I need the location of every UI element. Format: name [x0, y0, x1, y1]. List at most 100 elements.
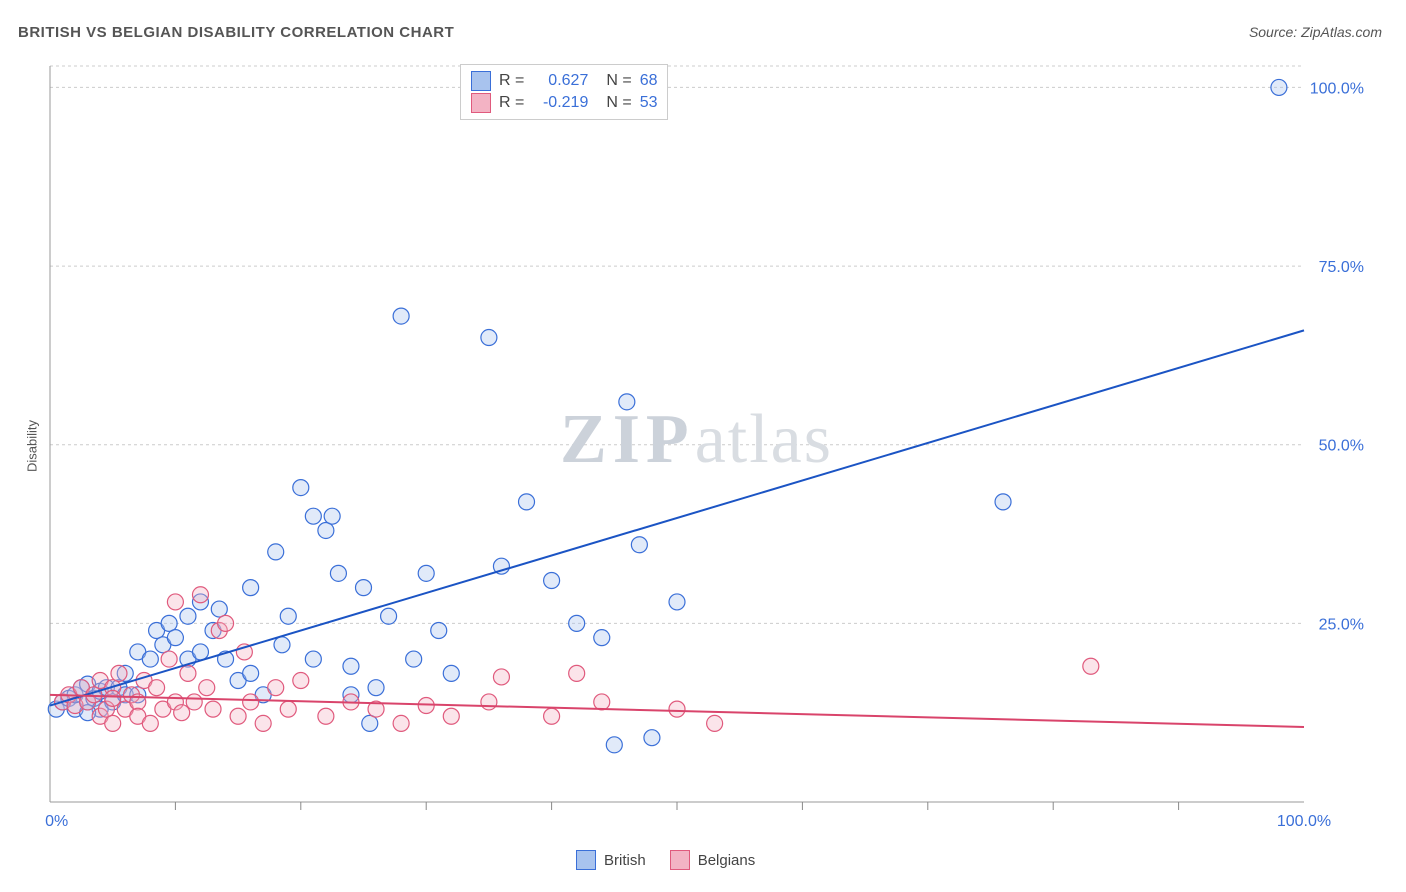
data-point	[167, 630, 183, 646]
data-point	[1271, 79, 1287, 95]
data-point	[167, 594, 183, 610]
data-point	[544, 572, 560, 588]
data-point	[218, 615, 234, 631]
data-point	[669, 594, 685, 610]
legend-series-name: Belgians	[698, 852, 756, 869]
data-point	[368, 680, 384, 696]
data-point	[142, 715, 158, 731]
legend-n-label: N =	[606, 94, 631, 112]
legend-swatch	[576, 850, 596, 870]
data-point	[199, 680, 215, 696]
data-point	[243, 665, 259, 681]
legend-n-value: 53	[640, 94, 658, 112]
data-point	[318, 708, 334, 724]
trend-line-british	[50, 330, 1304, 705]
data-point	[192, 587, 208, 603]
legend-swatch	[670, 850, 690, 870]
data-point	[211, 601, 227, 617]
data-point	[161, 615, 177, 631]
data-point	[631, 537, 647, 553]
legend-n-label: N =	[606, 72, 631, 90]
data-point	[274, 637, 290, 653]
data-point	[111, 665, 127, 681]
data-point	[393, 308, 409, 324]
legend-swatch	[471, 93, 491, 113]
data-point	[161, 651, 177, 667]
data-point	[180, 608, 196, 624]
source-attribution: Source: ZipAtlas.com	[1249, 24, 1382, 40]
data-point	[243, 694, 259, 710]
legend-r-label: R =	[499, 72, 524, 90]
y-tick-label: 25.0%	[1319, 616, 1364, 633]
data-point	[255, 715, 271, 731]
data-point	[707, 715, 723, 731]
data-point	[280, 701, 296, 717]
data-point	[1083, 658, 1099, 674]
legend-item-belgians: Belgians	[670, 850, 756, 870]
data-point	[243, 580, 259, 596]
data-point	[594, 630, 610, 646]
data-point	[205, 701, 221, 717]
data-point	[330, 565, 346, 581]
legend-row-belgians: R = -0.219 N = 53	[471, 93, 657, 113]
data-point	[493, 669, 509, 685]
scatter-plot: 25.0% 50.0% 75.0% 100.0% 0.0% 100.0%	[44, 60, 1374, 830]
data-point	[268, 680, 284, 696]
series-legend: British Belgians	[576, 850, 755, 870]
chart-title: BRITISH VS BELGIAN DISABILITY CORRELATIO…	[18, 24, 454, 41]
y-tick-label: 75.0%	[1319, 259, 1364, 276]
legend-r-value: 0.627	[532, 72, 588, 90]
data-point	[174, 705, 190, 721]
data-point	[362, 715, 378, 731]
data-point	[381, 608, 397, 624]
data-point	[569, 615, 585, 631]
data-point	[669, 701, 685, 717]
data-point	[644, 730, 660, 746]
series-british	[48, 79, 1287, 752]
data-point	[192, 644, 208, 660]
data-point	[481, 694, 497, 710]
y-tick-label: 100.0%	[1310, 80, 1364, 97]
legend-swatch	[471, 71, 491, 91]
data-point	[431, 623, 447, 639]
data-point	[293, 673, 309, 689]
data-point	[268, 544, 284, 560]
data-point	[406, 651, 422, 667]
data-point	[569, 665, 585, 681]
data-point	[305, 508, 321, 524]
data-point	[180, 665, 196, 681]
data-point	[619, 394, 635, 410]
data-point	[519, 494, 535, 510]
data-point	[443, 665, 459, 681]
legend-n-value: 68	[640, 72, 658, 90]
data-point	[105, 690, 121, 706]
data-point	[418, 565, 434, 581]
legend-row-british: R = 0.627 N = 68	[471, 71, 657, 91]
data-point	[443, 708, 459, 724]
data-point	[324, 508, 340, 524]
data-point	[356, 580, 372, 596]
data-point	[305, 651, 321, 667]
data-point	[318, 522, 334, 538]
correlation-legend: R = 0.627 N = 68 R = -0.219 N = 53	[460, 64, 668, 120]
legend-item-british: British	[576, 850, 646, 870]
x-axis-max-label: 100.0%	[1277, 813, 1331, 830]
data-point	[293, 480, 309, 496]
data-point	[280, 608, 296, 624]
x-axis-min-label: 0.0%	[44, 813, 68, 830]
data-point	[393, 715, 409, 731]
data-point	[995, 494, 1011, 510]
legend-r-label: R =	[499, 94, 524, 112]
data-point	[105, 715, 121, 731]
data-point	[544, 708, 560, 724]
legend-r-value: -0.219	[532, 94, 588, 112]
data-point	[594, 694, 610, 710]
legend-series-name: British	[604, 852, 646, 869]
data-point	[142, 651, 158, 667]
y-tick-label: 50.0%	[1319, 438, 1364, 455]
data-point	[149, 680, 165, 696]
data-point	[606, 737, 622, 753]
data-point	[230, 708, 246, 724]
data-point	[186, 694, 202, 710]
data-point	[343, 658, 359, 674]
